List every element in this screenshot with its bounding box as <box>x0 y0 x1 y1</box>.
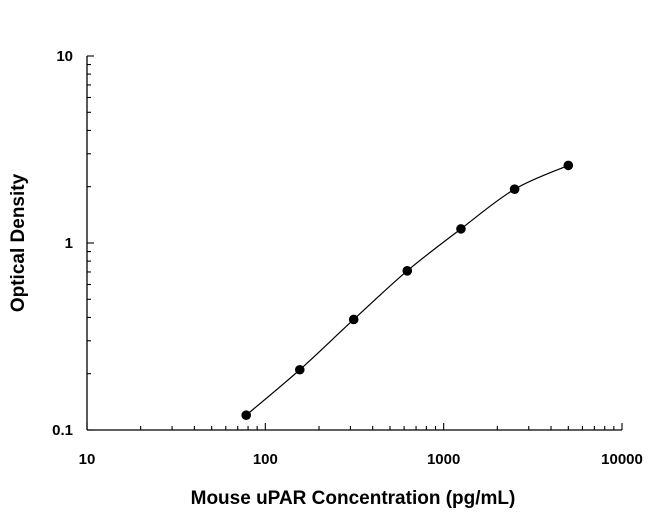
axes <box>86 56 622 431</box>
x-tick-label: 1000 <box>427 451 460 468</box>
data-point <box>348 314 359 325</box>
y-tick-label: 10 <box>56 48 73 65</box>
x-axis-title: Mouse uPAR Concentration (pg/mL) <box>191 488 516 509</box>
x-tick-label: 10 <box>79 451 96 468</box>
data-points <box>241 160 574 420</box>
fit-curve <box>245 164 569 416</box>
data-point <box>563 160 574 171</box>
tick-labels: 10 100 1000 10000 0.1 1 10 <box>52 48 643 468</box>
y-axis-title: Optical Density <box>8 173 29 312</box>
data-point <box>294 364 305 375</box>
data-point <box>456 224 466 234</box>
y-tick-label: 0.1 <box>52 422 73 439</box>
x-tick-label: 100 <box>253 451 278 468</box>
tick-marks <box>86 55 623 431</box>
y-tick-label: 1 <box>65 235 73 252</box>
x-tick-label: 10000 <box>601 451 643 468</box>
data-point <box>402 266 413 276</box>
data-point <box>241 410 251 420</box>
data-point <box>509 184 520 194</box>
